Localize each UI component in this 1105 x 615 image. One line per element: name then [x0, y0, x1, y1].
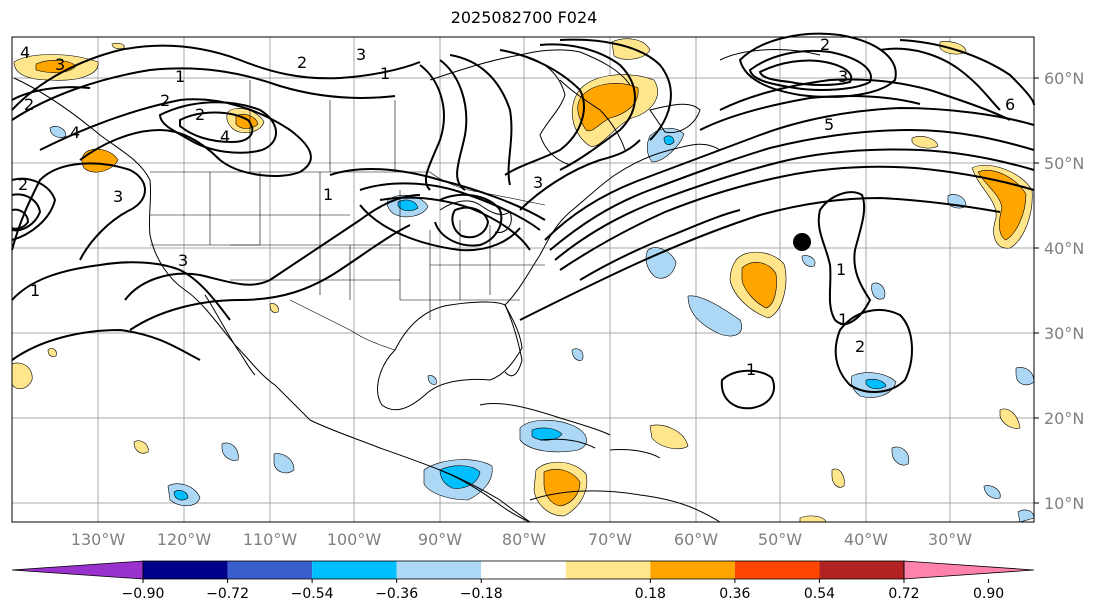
colorbar-segment [227, 561, 313, 579]
contour-label: 2 [18, 175, 28, 194]
tick-marks [1034, 77, 1039, 504]
colorbar-segment [143, 561, 228, 579]
contour-label: 3 [55, 55, 65, 74]
contour-label: 1 [838, 310, 848, 329]
contour-label: 5 [824, 115, 834, 134]
contour-label-group: 4 3 2 1 3 2 1 2 2 4 1 4 3 2 1 2 3 1 3 5 … [18, 35, 1015, 379]
lon-label: 80°W [502, 530, 546, 549]
colorbar-segment [312, 561, 397, 579]
colorbar-ticks: −0.90 −0.72 −0.54 −0.36 −0.18 0.18 0.36 0.54 0.7… [122, 579, 1004, 602]
map-canvas: 4 3 2 1 3 2 1 2 2 4 1 4 3 2 1 2 3 1 3 5 … [11, 32, 1084, 549]
contour-label: 4 [220, 127, 230, 146]
colorbar-tick-label: 0.36 [719, 586, 750, 602]
contour-label: 3 [113, 187, 123, 206]
contour-label: 3 [356, 45, 366, 64]
colorbar-segment [396, 561, 482, 579]
contour-lines [11, 32, 1035, 410]
colorbar-segments [11, 560, 1035, 580]
longitude-labels: 130°W 120°W 110°W 100°W 90°W 80°W 70°W 6… [71, 530, 972, 549]
colorbar-extend-high [903, 560, 1035, 580]
contour-label: 3 [178, 251, 188, 270]
colorbar-tick-label: −0.36 [375, 586, 418, 602]
contour-label: 1 [323, 185, 333, 204]
lat-label: 30°N [1044, 324, 1084, 343]
contour-label: 2 [24, 95, 34, 114]
storm-position-marker [793, 233, 811, 251]
contour-label: 2 [855, 337, 865, 356]
lon-label: 100°W [327, 530, 382, 549]
lat-label: 40°N [1044, 239, 1084, 258]
lon-label: 90°W [418, 530, 462, 549]
colorbar-outline [142, 560, 905, 580]
contour-label: 4 [70, 123, 80, 142]
lat-label: 10°N [1044, 494, 1084, 513]
colorbar-tick-label: −0.72 [206, 586, 249, 602]
colorbar-tick-label: −0.18 [460, 586, 503, 602]
contour-label: 3 [838, 67, 848, 86]
contour-label: 2 [297, 53, 307, 72]
contour-label: 1 [836, 260, 846, 279]
lat-label: 20°N [1044, 409, 1084, 428]
latitude-labels: 60°N 50°N 40°N 30°N 20°N 10°N [1044, 69, 1084, 513]
colorbar-tick-label: 0.90 [973, 586, 1004, 602]
coastlines [13, 49, 821, 523]
contour-label: 1 [380, 64, 390, 83]
lon-label: 110°W [243, 530, 298, 549]
map-frame [11, 36, 1035, 523]
contour-label: 4 [20, 43, 30, 62]
political-borders [150, 80, 546, 351]
lon-label: 30°W [928, 530, 972, 549]
lon-label: 130°W [71, 530, 126, 549]
colorbar-segment [650, 561, 735, 579]
contour-label: 1 [746, 360, 756, 379]
colorbar-tick-label: −0.54 [291, 586, 334, 602]
contour-label: 6 [1005, 95, 1015, 114]
lon-label: 120°W [157, 530, 212, 549]
colorbar-segment [565, 561, 651, 579]
colorbar-tick-label: 0.18 [635, 586, 666, 602]
colorbar-tick-label: −0.90 [122, 586, 165, 602]
lon-label: 50°W [758, 530, 802, 549]
colorbar-segment [481, 561, 566, 579]
contour-label: 2 [160, 91, 170, 110]
contour-label: 2 [820, 35, 830, 54]
colorbar: −0.90 −0.72 −0.54 −0.36 −0.18 0.18 0.36 0.54 0.7… [11, 560, 1035, 602]
lon-label: 70°W [588, 530, 632, 549]
contour-label: 1 [30, 281, 40, 300]
colorbar-tick-label: 0.54 [804, 586, 835, 602]
lon-label: 40°W [844, 530, 888, 549]
contour-label: 1 [175, 67, 185, 86]
map-title: 2025082700 F024 [450, 8, 598, 27]
lat-label: 60°N [1044, 69, 1084, 88]
contour-label: 3 [533, 173, 543, 192]
colorbar-extend-low [11, 560, 144, 580]
colorbar-segment [734, 561, 820, 579]
lat-label: 50°N [1044, 154, 1084, 173]
lon-label: 60°W [674, 530, 718, 549]
contour-label: 2 [195, 105, 205, 124]
colorbar-tick-label: 0.72 [888, 586, 919, 602]
colorbar-segment [819, 561, 904, 579]
